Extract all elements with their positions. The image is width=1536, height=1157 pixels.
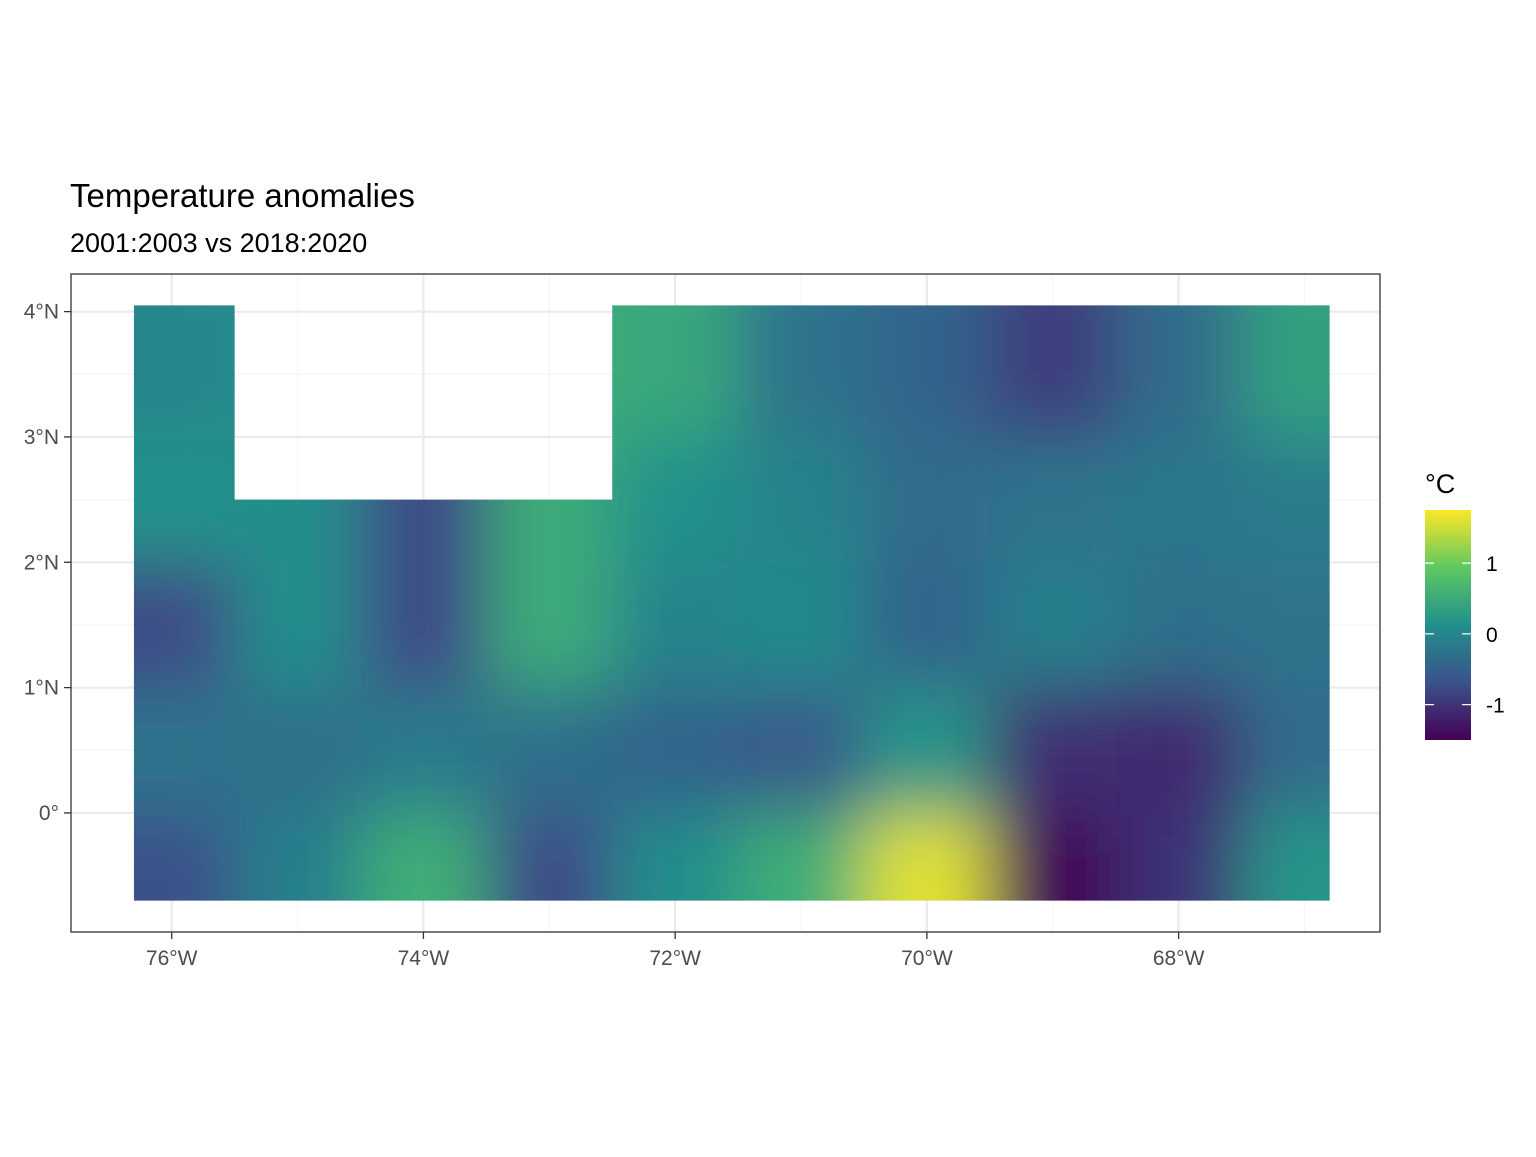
anomaly-cell <box>360 562 488 689</box>
anomaly-cell <box>1241 436 1330 564</box>
anomaly-cell <box>1115 562 1243 689</box>
y-tick-label: 2°N <box>24 551 59 574</box>
legend-colorbar <box>1425 510 1471 740</box>
chart-subtitle: 2001:2003 vs 2018:2020 <box>70 228 367 258</box>
anomaly-cell <box>612 812 740 901</box>
anomaly-cell <box>738 812 865 901</box>
anomaly-cell <box>989 436 1117 564</box>
anomaly-cell <box>738 687 865 814</box>
anomaly-cell <box>738 436 865 564</box>
x-tick-label: 70°W <box>901 947 953 970</box>
legend-tick-label: 0 <box>1486 624 1498 647</box>
anomaly-cell <box>234 812 362 901</box>
anomaly-cell <box>133 436 236 564</box>
anomaly-cell <box>1115 436 1243 564</box>
anomaly-cell <box>486 687 614 814</box>
anomaly-cell <box>133 562 236 689</box>
anomaly-cell <box>1241 305 1330 438</box>
anomaly-cell <box>234 687 362 814</box>
anomaly-cell <box>863 687 991 814</box>
anomaly-cell <box>738 305 865 438</box>
anomaly-cell <box>486 562 614 689</box>
legend-tick-label: 1 <box>1486 553 1498 576</box>
anomaly-cell <box>863 436 991 564</box>
y-tick-label: 1°N <box>24 677 59 700</box>
anomaly-cell <box>486 812 614 901</box>
anomaly-cell <box>133 812 236 901</box>
anomaly-cell <box>989 812 1117 901</box>
anomaly-cell <box>989 562 1117 689</box>
legend-ticks: 1 0 -1 <box>1425 553 1505 718</box>
anomaly-cell <box>133 305 236 438</box>
anomaly-cell <box>1241 562 1330 689</box>
y-tick-label: 3°N <box>24 426 59 449</box>
anomaly-cell <box>989 305 1117 438</box>
chart-title: Temperature anomalies <box>70 177 415 214</box>
anomaly-cell <box>1115 305 1243 438</box>
axes: 76°W 74°W 72°W 70°W 68°W 0° 1°N 2°N 3°N 4°N <box>24 301 1205 970</box>
anomaly-cell <box>1241 687 1330 814</box>
anomaly-cell <box>612 562 740 689</box>
x-tick-label: 72°W <box>649 947 701 970</box>
x-tick-label: 76°W <box>146 947 198 970</box>
anomaly-cell <box>234 562 362 689</box>
panel-border <box>70 273 1381 933</box>
anomaly-cell <box>1115 812 1243 901</box>
y-tick-label: 4°N <box>24 301 59 324</box>
anomaly-cell <box>612 687 740 814</box>
legend-title: °C <box>1425 469 1455 499</box>
anomaly-cell <box>360 687 488 814</box>
anomaly-cell <box>612 305 740 438</box>
anomaly-cell <box>989 687 1117 814</box>
anomaly-cell <box>863 305 991 438</box>
x-tick-label: 74°W <box>398 947 450 970</box>
legend: °C 1 0 -1 <box>1425 469 1505 740</box>
x-tick-label: 68°W <box>1153 947 1205 970</box>
legend-tick-label: -1 <box>1486 695 1505 718</box>
anomaly-cell <box>863 812 991 901</box>
anomaly-cell <box>360 812 488 901</box>
anomaly-cell <box>863 562 991 689</box>
anomaly-cell <box>1115 687 1243 814</box>
anomaly-cell <box>133 687 236 814</box>
anomaly-cell <box>1241 812 1330 901</box>
anomaly-cell <box>738 562 865 689</box>
anomaly-cell <box>612 436 740 564</box>
y-tick-label: 0° <box>39 802 59 825</box>
